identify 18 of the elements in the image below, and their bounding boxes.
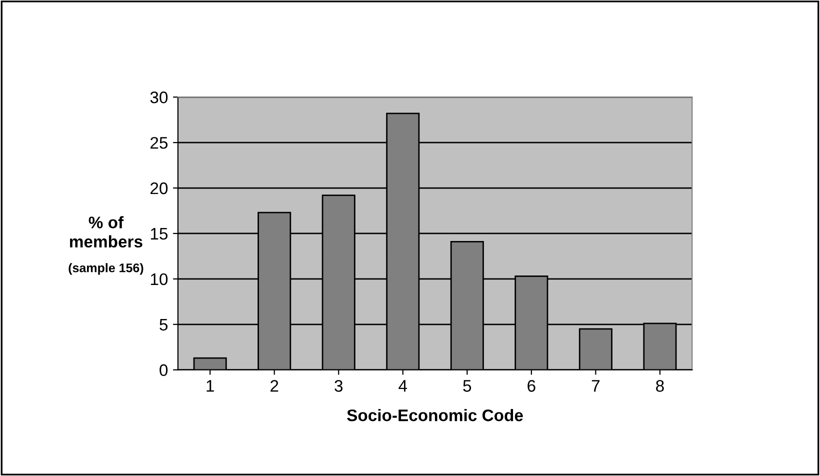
x-tick-label: 8 [656,380,664,392]
x-tick-label: 2 [270,380,278,392]
x-tick-label: 6 [528,380,536,392]
x-axis-title: Socio-Economic Code [347,409,523,422]
x-tick-label: 7 [592,380,600,392]
text: (sample 156) [68,263,144,275]
y-tick-label: 5 [160,318,168,331]
y-tick-label: 30 [150,92,168,104]
x-tick-label: 1 [206,380,214,392]
y-axis-title: % of members [70,216,142,248]
y-tick-label: 25 [150,136,168,149]
y-tick-label: 10 [150,273,168,286]
x-tick-label: 3 [334,380,343,392]
x-tick-label: 4 [398,380,408,392]
y-tick-label: 0 [160,364,168,376]
x-tick-label: 5 [463,380,472,392]
y-tick-label: 15 [150,228,168,240]
y-tick-label: 20 [150,182,168,194]
